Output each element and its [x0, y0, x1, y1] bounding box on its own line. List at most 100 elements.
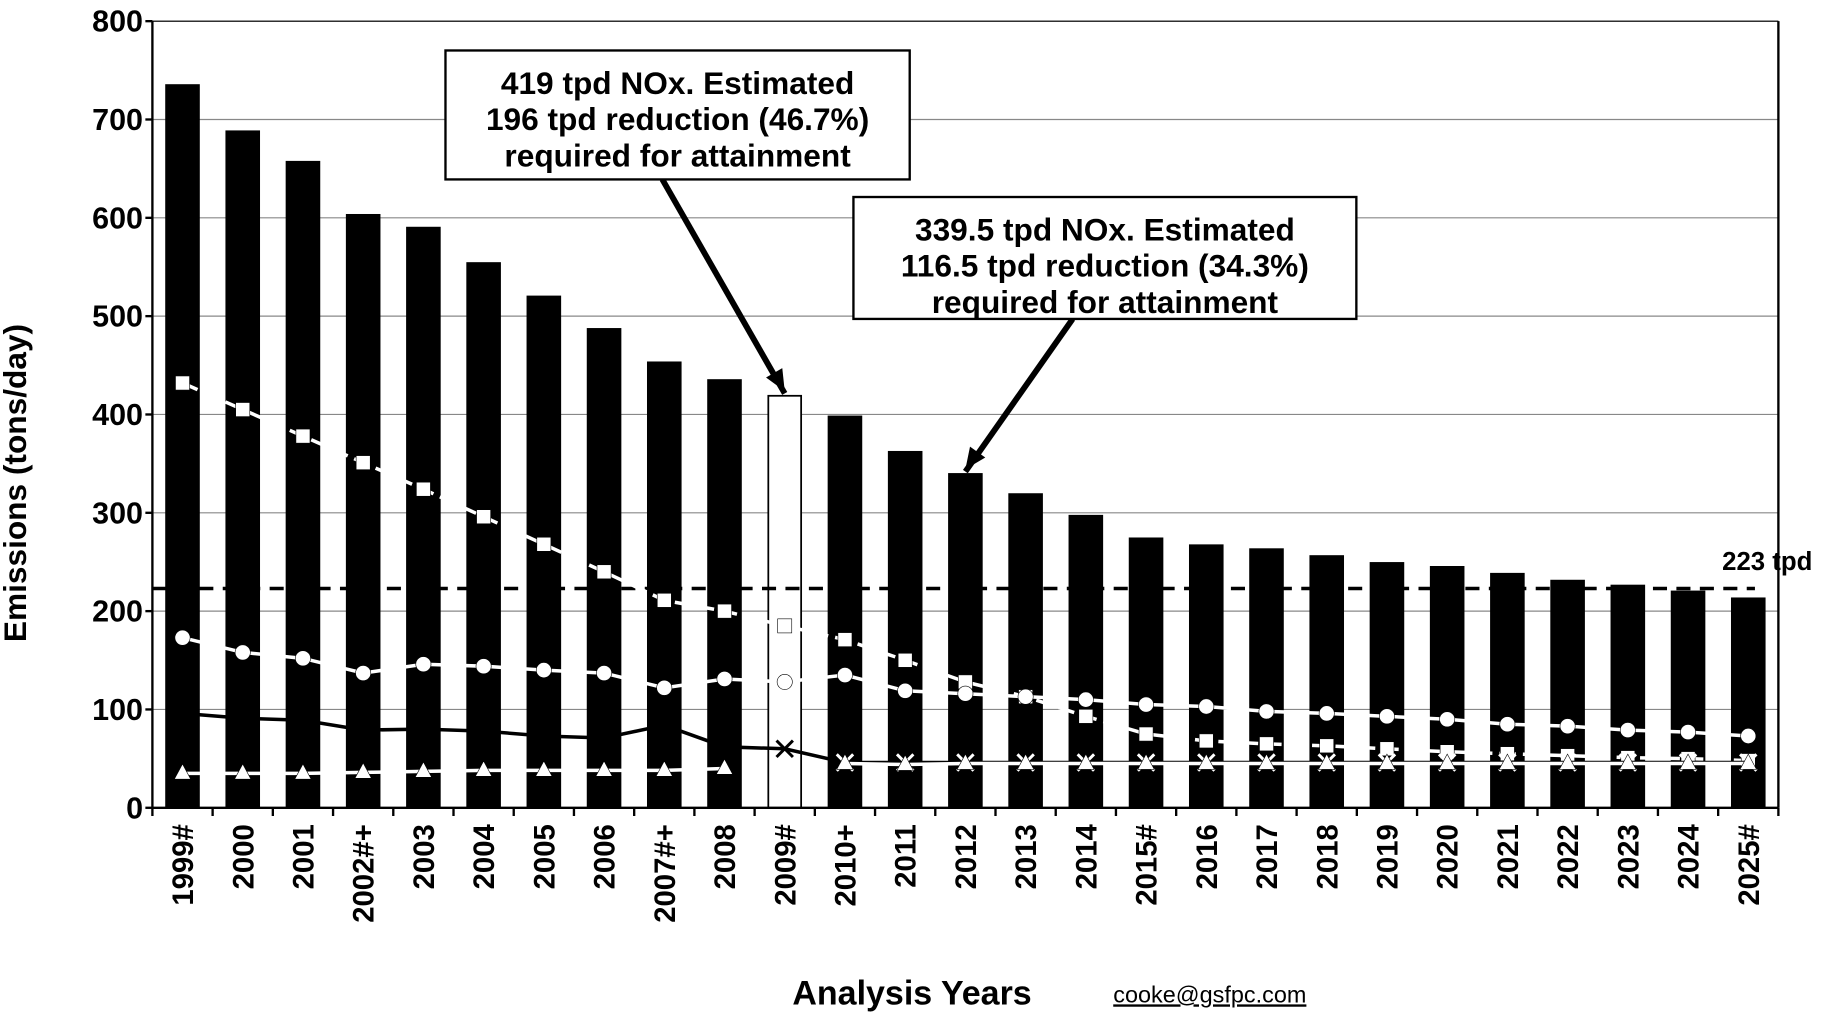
marker [1379, 708, 1395, 725]
marker [355, 455, 371, 470]
marker [1740, 728, 1757, 744]
x-tick-label: 2010+ [829, 824, 862, 906]
marker [416, 481, 431, 497]
marker [1017, 688, 1034, 705]
x-tick-label: 2018 [1311, 824, 1344, 889]
marker [1558, 753, 1577, 770]
marker [1138, 726, 1154, 742]
marker [354, 762, 372, 779]
x-tick-label: 2024 [1673, 824, 1706, 890]
marker [594, 728, 614, 748]
marker [414, 761, 433, 778]
marker [173, 763, 192, 780]
marker [1680, 724, 1696, 740]
marker [1679, 753, 1697, 770]
x-tick-label: 2008 [709, 824, 742, 889]
marker [1378, 753, 1396, 770]
x-tick-label: 2025# [1733, 824, 1766, 905]
marker [1499, 716, 1516, 733]
y-tick-label: 400 [92, 398, 143, 432]
bar [466, 262, 501, 809]
series-line [182, 761, 1749, 776]
x-tick-label: 2006 [589, 824, 622, 889]
marker [234, 644, 251, 661]
x-tick-label: 2020 [1432, 824, 1465, 889]
arrow-head [965, 446, 986, 470]
marker [1619, 722, 1636, 739]
x-tick-label: 2007#+ [649, 824, 682, 923]
marker [535, 760, 553, 777]
marker [293, 711, 313, 730]
marker [294, 763, 312, 780]
marker [775, 739, 794, 759]
x-tick-label: 2005 [528, 824, 561, 889]
marker [896, 754, 914, 771]
marker [837, 632, 853, 647]
y-tick-label: 600 [92, 201, 143, 235]
marker [475, 658, 492, 675]
x-axis-label: Analysis Years [792, 975, 1031, 1013]
x-tick-label: 2012 [950, 824, 983, 889]
x-tick-label: 2022 [1552, 824, 1585, 889]
bar [646, 361, 682, 809]
marker [956, 753, 975, 770]
bar [1309, 555, 1345, 809]
bar [345, 213, 381, 809]
marker [234, 763, 252, 780]
marker [655, 760, 673, 777]
credit: cooke@gsfpc.com [1113, 981, 1306, 1007]
marker [1078, 709, 1094, 724]
marker [1258, 703, 1275, 720]
bar [1429, 566, 1465, 809]
marker [596, 665, 612, 681]
y-tick-label: 200 [92, 595, 143, 629]
bar [406, 226, 441, 809]
marker [957, 685, 974, 702]
x-tick-label: 2000 [227, 824, 260, 889]
marker [1259, 736, 1274, 752]
x-tick-label: 2015# [1131, 824, 1164, 905]
marker [1498, 753, 1517, 770]
bar [526, 295, 562, 809]
marker [1138, 696, 1154, 713]
bar [225, 130, 261, 809]
y-tick-label: 800 [92, 5, 143, 39]
marker [233, 709, 252, 728]
x-tick-label: 2019 [1371, 824, 1404, 889]
annotation-box [444, 49, 911, 181]
marker [777, 618, 793, 634]
marker [295, 650, 311, 667]
x-tick-label: 2002#+ [348, 824, 381, 923]
marker [175, 375, 190, 391]
bar [1550, 579, 1585, 809]
marker [776, 674, 793, 690]
x-tick-label: 2011 [890, 824, 923, 888]
marker [595, 760, 613, 777]
x-tick-label: 2017 [1251, 824, 1284, 889]
marker [474, 721, 493, 741]
marker [1438, 753, 1456, 770]
y-tick-label: 0 [126, 791, 143, 825]
marker [596, 564, 612, 580]
marker [1319, 738, 1335, 754]
marker [1137, 753, 1155, 770]
target-label: 223 tpd [1722, 548, 1812, 576]
marker [1198, 698, 1215, 715]
x-tick-label: 2001 [288, 824, 321, 889]
x-tick-label: 2004 [468, 824, 501, 890]
bar [1008, 493, 1043, 809]
marker [717, 603, 732, 619]
marker [295, 428, 311, 444]
marker [174, 629, 191, 646]
y-tick-label: 300 [92, 496, 143, 530]
marker [355, 665, 372, 681]
bar [827, 415, 863, 809]
marker [235, 402, 251, 417]
marker [415, 656, 432, 673]
marker [837, 667, 853, 683]
marker [716, 671, 733, 687]
marker [535, 662, 552, 679]
bar [165, 84, 200, 809]
arrow [659, 177, 788, 395]
y-tick-label: 100 [92, 693, 143, 727]
